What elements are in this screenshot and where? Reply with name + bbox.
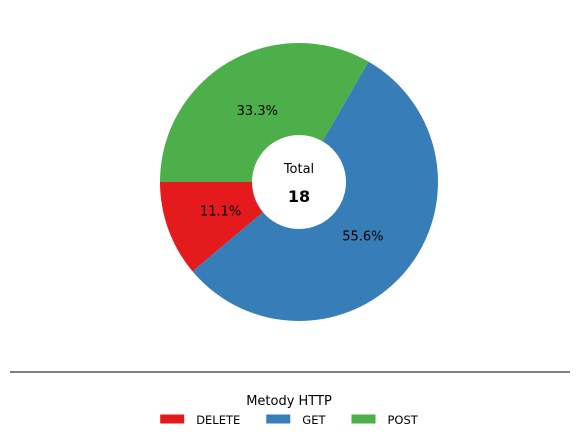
legend: DELETE GET POST [160, 413, 419, 427]
legend-swatch-get [266, 414, 291, 424]
slice-percent-label-get: 55.6% [342, 230, 383, 245]
legend-title: Metody HTTP [246, 394, 332, 409]
center-total-value: 18 [288, 187, 310, 206]
pie-percent-labels: 11.1% 55.6% 33.3% [200, 104, 384, 245]
legend-swatch-delete [160, 414, 185, 424]
slice-percent-label-delete: 11.1% [200, 205, 241, 220]
legend-label-delete: DELETE [196, 413, 240, 427]
legend-label-post: POST [387, 413, 418, 427]
legend-swatch-post [351, 414, 376, 424]
legend-label-get: GET [302, 413, 326, 427]
slice-percent-label-post: 33.3% [237, 104, 278, 119]
donut-hole [252, 135, 346, 229]
center-caption: Total [283, 162, 314, 177]
